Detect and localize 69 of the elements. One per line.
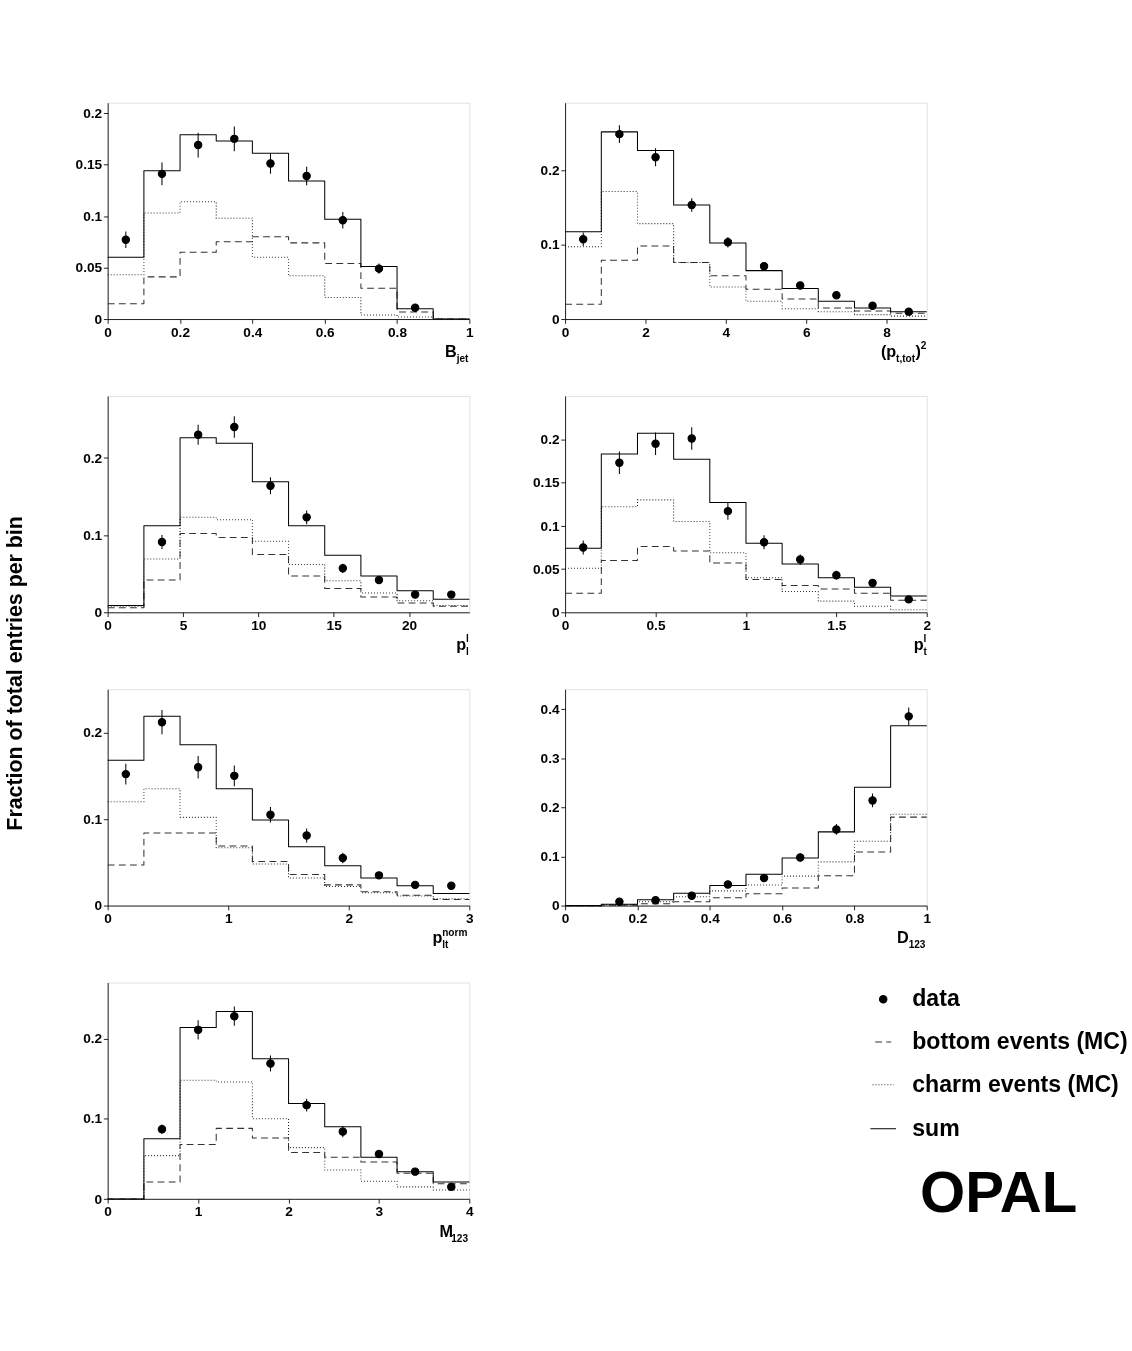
y-tick-label: 0.1 xyxy=(540,237,560,253)
x-tick-label: 0.6 xyxy=(773,911,793,927)
x-tick-label: 1 xyxy=(224,911,233,927)
x-tick-label: 2 xyxy=(285,1204,294,1220)
legend-label: data xyxy=(912,985,960,1012)
x-tick-label: 0 xyxy=(104,617,113,633)
legend-label: sum xyxy=(912,1114,960,1141)
x-tick-label: 10 xyxy=(251,617,267,633)
y-tick-label: 0 xyxy=(551,898,560,914)
y-tick-label: 0 xyxy=(551,311,560,327)
x-tick-label: 3 xyxy=(466,911,475,927)
y-tick-label: 0.2 xyxy=(83,1031,103,1047)
y-tick-label: 0.1 xyxy=(83,1111,103,1127)
y-tick-label: 0 xyxy=(551,605,560,621)
y-tick-label: 0.15 xyxy=(532,475,560,491)
y-axis-title: Fraction of total entries per bin xyxy=(2,516,27,831)
x-tick-label: 0.4 xyxy=(700,911,721,927)
y-tick-label: 0.1 xyxy=(83,208,103,224)
x-tick-label: 4 xyxy=(466,1204,475,1220)
x-tick-label: 0 xyxy=(561,617,570,633)
x-tick-label: 20 xyxy=(401,617,418,633)
x-tick-label: 0 xyxy=(104,911,113,927)
y-tick-label: 0.2 xyxy=(83,105,103,121)
x-tick-label: 1 xyxy=(742,617,751,633)
x-tick-label: 0.8 xyxy=(387,324,408,340)
y-tick-label: 0.15 xyxy=(75,157,103,173)
x-tick-label: 0 xyxy=(561,324,570,340)
y-tick-label: 0.2 xyxy=(540,800,560,816)
y-tick-label: 0.2 xyxy=(540,432,560,448)
legend-label: bottom events (MC) xyxy=(912,1027,1128,1054)
x-tick-label: 2 xyxy=(642,324,651,340)
x-tick-label: 1 xyxy=(194,1204,203,1220)
x-tick-label: 3 xyxy=(375,1204,384,1220)
x-tick-label: 1 xyxy=(923,911,932,927)
x-tick-label: 0.2 xyxy=(171,324,191,340)
x-tick-label: 2 xyxy=(345,911,354,927)
y-tick-label: 0.2 xyxy=(540,162,560,178)
x-tick-label: 15 xyxy=(326,617,343,633)
x-tick-label: 0 xyxy=(104,324,113,340)
x-tick-label: 2 xyxy=(923,617,932,633)
x-tick-label: 6 xyxy=(802,324,811,340)
x-tick-label: 0.4 xyxy=(243,324,263,340)
y-tick-label: 0.1 xyxy=(540,849,560,865)
y-tick-label: 0.3 xyxy=(540,750,560,766)
y-tick-label: 0 xyxy=(94,898,103,914)
y-tick-label: 0.1 xyxy=(83,811,103,827)
y-tick-label: 0.2 xyxy=(83,725,103,741)
x-tick-label: 8 xyxy=(883,324,892,340)
y-tick-label: 0 xyxy=(94,311,103,327)
y-tick-label: 0.1 xyxy=(83,527,103,543)
y-tick-label: 0.1 xyxy=(540,518,560,534)
x-tick-label: 0.5 xyxy=(646,617,666,633)
y-tick-label: 0.2 xyxy=(83,450,103,466)
x-tick-label: 0.6 xyxy=(315,324,336,340)
y-tick-label: 0.05 xyxy=(532,561,560,577)
text: OPAL xyxy=(920,1158,1078,1224)
x-tick-label: 0 xyxy=(104,1204,113,1220)
x-tick-label: 0.8 xyxy=(845,911,865,927)
y-tick-label: 0.05 xyxy=(75,260,103,276)
x-tick-label: 1 xyxy=(466,324,475,340)
x-tick-label: 0 xyxy=(561,911,570,927)
y-tick-label: 0.4 xyxy=(540,701,560,717)
x-tick-label: 1.5 xyxy=(827,617,847,633)
x-tick-label: 0.2 xyxy=(628,911,648,927)
legend-label: charm events (MC) xyxy=(912,1070,1119,1097)
x-tick-label: 5 xyxy=(179,617,188,633)
y-tick-label: 0 xyxy=(94,1191,103,1207)
x-tick-label: 4 xyxy=(722,324,731,340)
y-tick-label: 0 xyxy=(94,605,103,621)
